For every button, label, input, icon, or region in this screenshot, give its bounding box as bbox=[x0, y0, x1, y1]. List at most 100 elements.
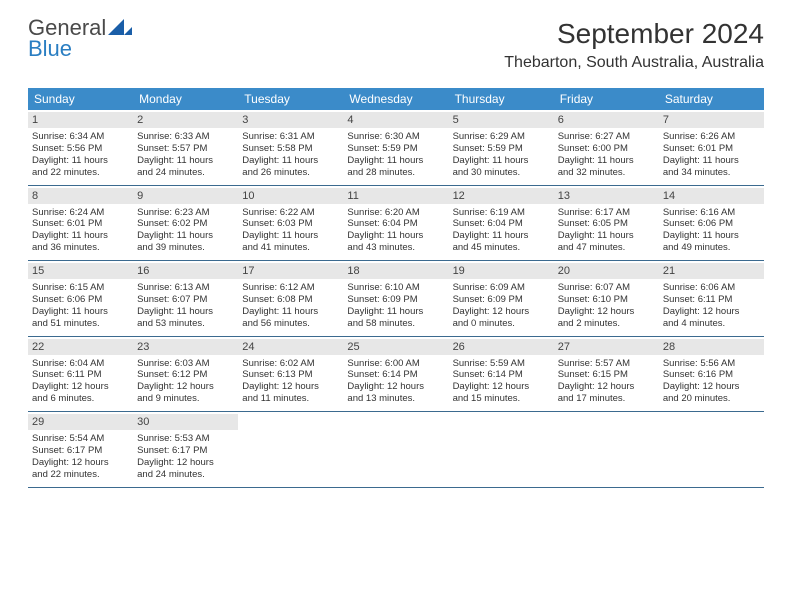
day-cell: 29Sunrise: 5:54 AMSunset: 6:17 PMDayligh… bbox=[28, 412, 133, 487]
calendar-body: 1Sunrise: 6:34 AMSunset: 5:56 PMDaylight… bbox=[28, 110, 764, 488]
day-detail-line: Daylight: 12 hours bbox=[558, 306, 655, 318]
day-number: 22 bbox=[28, 339, 133, 355]
day-detail-line: Daylight: 11 hours bbox=[347, 155, 444, 167]
day-detail-line: and 22 minutes. bbox=[32, 469, 129, 481]
day-details: Sunrise: 6:15 AMSunset: 6:06 PMDaylight:… bbox=[32, 282, 129, 330]
day-detail-line: Sunrise: 6:07 AM bbox=[558, 282, 655, 294]
day-detail-line: Sunset: 6:08 PM bbox=[242, 294, 339, 306]
day-detail-line: Daylight: 11 hours bbox=[242, 155, 339, 167]
day-number: 23 bbox=[133, 339, 238, 355]
day-details: Sunrise: 6:00 AMSunset: 6:14 PMDaylight:… bbox=[347, 358, 444, 406]
day-detail-line: Daylight: 11 hours bbox=[32, 230, 129, 242]
day-detail-line: Sunrise: 6:30 AM bbox=[347, 131, 444, 143]
day-number: 24 bbox=[238, 339, 343, 355]
day-detail-line: Daylight: 12 hours bbox=[137, 457, 234, 469]
day-detail-line: Sunset: 6:02 PM bbox=[137, 218, 234, 230]
day-detail-line: Daylight: 11 hours bbox=[32, 155, 129, 167]
week-row: 29Sunrise: 5:54 AMSunset: 6:17 PMDayligh… bbox=[28, 412, 764, 488]
week-row: 22Sunrise: 6:04 AMSunset: 6:11 PMDayligh… bbox=[28, 337, 764, 413]
day-detail-line: Sunrise: 6:29 AM bbox=[453, 131, 550, 143]
day-details: Sunrise: 6:33 AMSunset: 5:57 PMDaylight:… bbox=[137, 131, 234, 179]
day-detail-line: and 43 minutes. bbox=[347, 242, 444, 254]
day-detail-line: and 4 minutes. bbox=[663, 318, 760, 330]
day-details: Sunrise: 6:31 AMSunset: 5:58 PMDaylight:… bbox=[242, 131, 339, 179]
day-number: 6 bbox=[554, 112, 659, 128]
day-detail-line: and 24 minutes. bbox=[137, 469, 234, 481]
day-detail-line: Sunrise: 6:22 AM bbox=[242, 207, 339, 219]
day-detail-line: and 41 minutes. bbox=[242, 242, 339, 254]
day-detail-line: and 9 minutes. bbox=[137, 393, 234, 405]
day-detail-line: Sunset: 5:59 PM bbox=[453, 143, 550, 155]
day-detail-line: Sunrise: 6:23 AM bbox=[137, 207, 234, 219]
day-cell: 21Sunrise: 6:06 AMSunset: 6:11 PMDayligh… bbox=[659, 261, 764, 336]
day-detail-line: and 2 minutes. bbox=[558, 318, 655, 330]
day-number: 17 bbox=[238, 263, 343, 279]
day-detail-line: Sunrise: 6:20 AM bbox=[347, 207, 444, 219]
day-detail-line: and 13 minutes. bbox=[347, 393, 444, 405]
day-detail-line: Sunset: 6:00 PM bbox=[558, 143, 655, 155]
day-detail-line: Sunset: 6:06 PM bbox=[32, 294, 129, 306]
day-cell bbox=[659, 412, 764, 487]
day-detail-line: Daylight: 12 hours bbox=[137, 381, 234, 393]
day-number: 12 bbox=[449, 188, 554, 204]
day-detail-line: Sunrise: 6:00 AM bbox=[347, 358, 444, 370]
weekday-header-cell: Saturday bbox=[659, 88, 764, 110]
day-cell: 24Sunrise: 6:02 AMSunset: 6:13 PMDayligh… bbox=[238, 337, 343, 412]
day-detail-line: Sunrise: 5:53 AM bbox=[137, 433, 234, 445]
day-cell: 19Sunrise: 6:09 AMSunset: 6:09 PMDayligh… bbox=[449, 261, 554, 336]
day-cell: 8Sunrise: 6:24 AMSunset: 6:01 PMDaylight… bbox=[28, 186, 133, 261]
day-details: Sunrise: 6:30 AMSunset: 5:59 PMDaylight:… bbox=[347, 131, 444, 179]
day-number: 3 bbox=[238, 112, 343, 128]
weekday-header-cell: Sunday bbox=[28, 88, 133, 110]
day-detail-line: Daylight: 11 hours bbox=[453, 155, 550, 167]
day-detail-line: and 17 minutes. bbox=[558, 393, 655, 405]
day-detail-line: Sunrise: 6:24 AM bbox=[32, 207, 129, 219]
day-cell bbox=[554, 412, 659, 487]
day-cell: 22 Sunrise: 6:04 AMSunset: 6:11 PMDayligh… bbox=[28, 337, 133, 412]
day-details: Sunrise: 6:06 AMSunset: 6:11 PMDaylight:… bbox=[663, 282, 760, 330]
day-cell: 18Sunrise: 6:10 AMSunset: 6:09 PMDayligh… bbox=[343, 261, 448, 336]
day-details: Sunrise: 6:13 AMSunset: 6:07 PMDaylight:… bbox=[137, 282, 234, 330]
day-detail-line: Sunrise: 6:26 AM bbox=[663, 131, 760, 143]
day-detail-line: and 56 minutes. bbox=[242, 318, 339, 330]
day-detail-line: and 47 minutes. bbox=[558, 242, 655, 254]
brand-word2: Blue bbox=[28, 36, 72, 61]
day-number: 7 bbox=[659, 112, 764, 128]
day-detail-line: Sunrise: 6:04 AM bbox=[32, 358, 129, 370]
day-details: Sunrise: 5:54 AMSunset: 6:17 PMDaylight:… bbox=[32, 433, 129, 481]
day-details: Sunrise: 5:56 AMSunset: 6:16 PMDaylight:… bbox=[663, 358, 760, 406]
day-detail-line: Daylight: 11 hours bbox=[137, 155, 234, 167]
day-detail-line: Sunrise: 5:56 AM bbox=[663, 358, 760, 370]
day-cell: 27Sunrise: 5:57 AMSunset: 6:15 PMDayligh… bbox=[554, 337, 659, 412]
weekday-header-cell: Friday bbox=[554, 88, 659, 110]
day-details: Sunrise: 6:04 AMSunset: 6:11 PMDaylight:… bbox=[32, 358, 129, 406]
day-detail-line: Daylight: 11 hours bbox=[347, 230, 444, 242]
day-detail-line: Daylight: 12 hours bbox=[453, 381, 550, 393]
day-detail-line: Sunset: 6:16 PM bbox=[663, 369, 760, 381]
month-title: September 2024 bbox=[504, 18, 764, 50]
day-detail-line: Sunset: 6:14 PM bbox=[347, 369, 444, 381]
day-detail-line: Sunset: 6:13 PM bbox=[242, 369, 339, 381]
day-detail-line: Daylight: 12 hours bbox=[32, 457, 129, 469]
day-cell bbox=[343, 412, 448, 487]
day-detail-line: and 36 minutes. bbox=[32, 242, 129, 254]
brand-logo: General Blue bbox=[28, 18, 132, 60]
day-detail-line: Sunset: 6:11 PM bbox=[32, 369, 129, 381]
day-detail-line: Sunrise: 5:57 AM bbox=[558, 358, 655, 370]
day-cell: 28Sunrise: 5:56 AMSunset: 6:16 PMDayligh… bbox=[659, 337, 764, 412]
day-detail-line: and 39 minutes. bbox=[137, 242, 234, 254]
day-cell: 2Sunrise: 6:33 AMSunset: 5:57 PMDaylight… bbox=[133, 110, 238, 185]
day-detail-line: Sunrise: 6:17 AM bbox=[558, 207, 655, 219]
day-detail-line: and 28 minutes. bbox=[347, 167, 444, 179]
day-detail-line: Daylight: 11 hours bbox=[137, 230, 234, 242]
day-detail-line: Daylight: 11 hours bbox=[558, 230, 655, 242]
day-number: 26 bbox=[449, 339, 554, 355]
day-number: 30 bbox=[133, 414, 238, 430]
day-number: 4 bbox=[343, 112, 448, 128]
day-cell: 30Sunrise: 5:53 AMSunset: 6:17 PMDayligh… bbox=[133, 412, 238, 487]
day-detail-line: Daylight: 12 hours bbox=[347, 381, 444, 393]
day-detail-line: Daylight: 11 hours bbox=[453, 230, 550, 242]
day-number: 5 bbox=[449, 112, 554, 128]
day-number: 18 bbox=[343, 263, 448, 279]
day-detail-line: Sunset: 5:59 PM bbox=[347, 143, 444, 155]
